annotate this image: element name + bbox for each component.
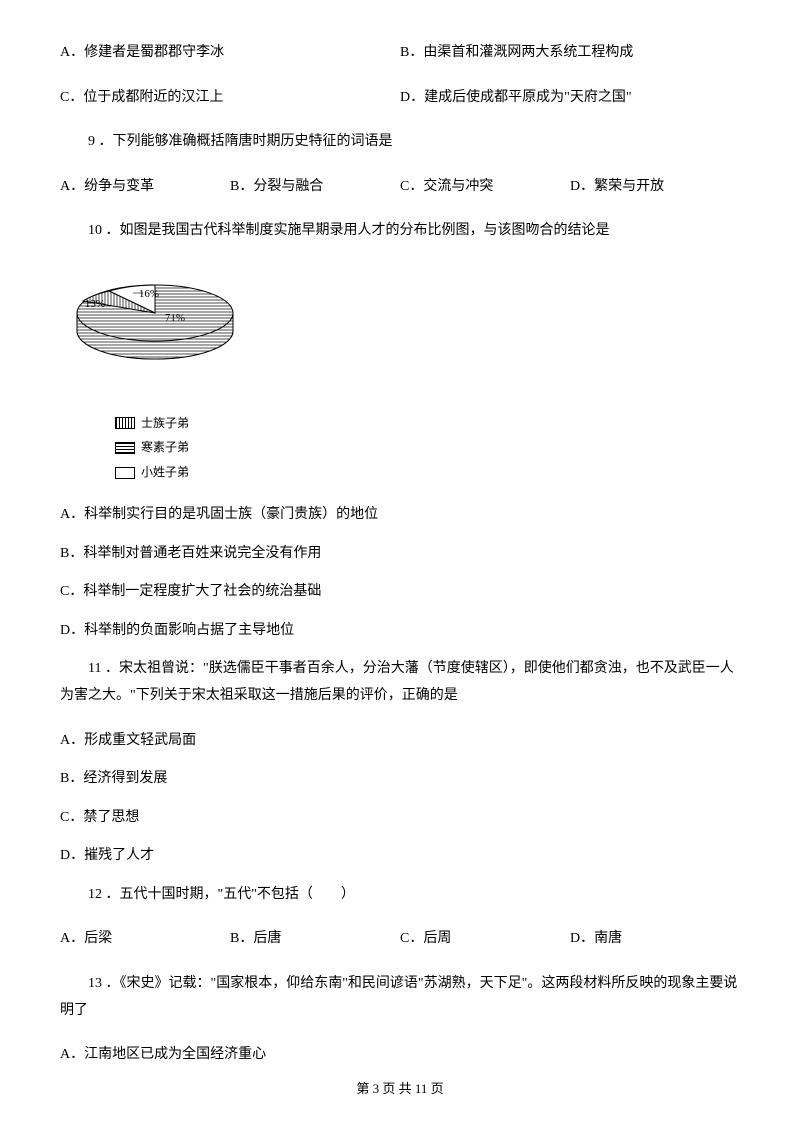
q8-option-a: A．修建者是蜀郡郡守李冰 [60, 40, 400, 67]
pie-label-13: 13% [85, 298, 105, 310]
question-12: 12 ．五代十国时期，"五代"不包括（ ） [60, 882, 740, 909]
pie-chart: 16% 13% 71% 士族子弟 寒素子弟 小姓子弟 [65, 263, 740, 484]
q8-option-d: D．建成后使成都平原成为"天府之国" [400, 85, 740, 112]
question-13: 13 ．《宋史》记载："国家根本，仰给东南"和民间谚语"苏湖熟，天下足"。这两段… [60, 971, 740, 1024]
legend-item-3: 小姓子弟 [115, 461, 740, 484]
q12-option-b: B．后唐 [230, 926, 400, 953]
q10-option-d: D．科举制的负面影响占据了主导地位 [60, 618, 740, 645]
q9-option-a: A．纷争与变革 [60, 174, 230, 201]
pie-label-71: 71% [165, 312, 185, 324]
q10-option-a: A．科举制实行目的是巩固士族（豪门贵族）的地位 [60, 502, 740, 529]
q11-option-b: B．经济得到发展 [60, 766, 740, 793]
question-11: 11 ．宋太祖曾说："朕选儒臣干事者百余人，分治大藩（节度使辖区），即使他们都贪… [60, 656, 740, 709]
q12-option-a: A．后梁 [60, 926, 230, 953]
page-footer: 第 3 页 共 11 页 [0, 1077, 800, 1102]
legend-label-2: 寒素子弟 [141, 436, 189, 459]
q10-option-b: B．科举制对普通老百姓来说完全没有作用 [60, 541, 740, 568]
q8-option-c: C．位于成都附近的汉江上 [60, 85, 400, 112]
legend-item-2: 寒素子弟 [115, 436, 740, 459]
legend-label-3: 小姓子弟 [141, 461, 189, 484]
q10-option-c: C．科举制一定程度扩大了社会的统治基础 [60, 579, 740, 606]
q13-option-a: A．江南地区已成为全国经济重心 [60, 1042, 740, 1069]
pie-label-16: 16% [139, 288, 159, 300]
q12-option-d: D．南唐 [570, 926, 740, 953]
pie-legend: 士族子弟 寒素子弟 小姓子弟 [115, 412, 740, 484]
q11-option-a: A．形成重文轻武局面 [60, 728, 740, 755]
legend-label-1: 士族子弟 [141, 412, 189, 435]
q11-option-d: D．摧残了人才 [60, 843, 740, 870]
q11-option-c: C．禁了思想 [60, 805, 740, 832]
legend-item-1: 士族子弟 [115, 412, 740, 435]
q9-option-d: D．繁荣与开放 [570, 174, 740, 201]
q12-option-c: C．后周 [400, 926, 570, 953]
q9-option-b: B．分裂与融合 [230, 174, 400, 201]
question-10: 10 ．如图是我国古代科举制度实施早期录用人才的分布比例图，与该图吻合的结论是 [60, 218, 740, 245]
q8-option-b: B．由渠首和灌溉网两大系统工程构成 [400, 40, 740, 67]
question-9: 9 ．下列能够准确概括隋唐时期历史特征的词语是 [60, 129, 740, 156]
q9-option-c: C．交流与冲突 [400, 174, 570, 201]
